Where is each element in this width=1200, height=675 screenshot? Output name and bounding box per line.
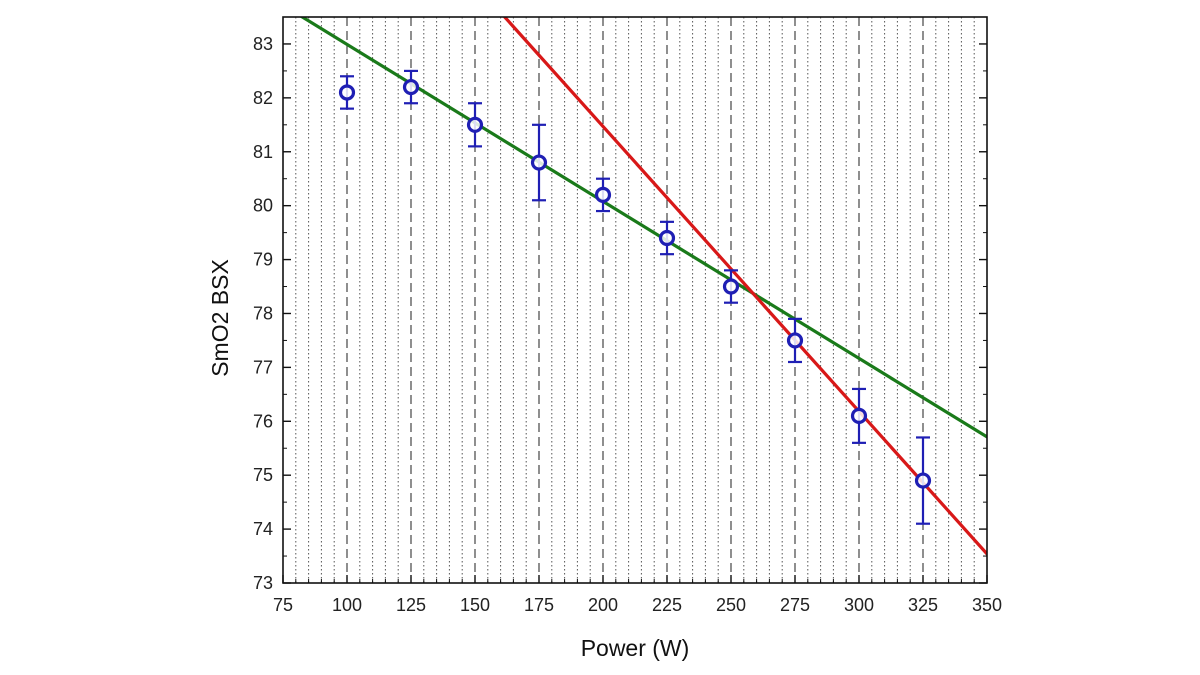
y-tick-labels: 73 74 75 76 77 78 79 80 81 82 83 <box>253 34 273 593</box>
y-tick-label: 83 <box>253 34 273 54</box>
data-point <box>530 154 548 171</box>
data-point <box>466 116 484 133</box>
x-tick-label: 125 <box>396 595 426 615</box>
series-layer <box>299 17 987 556</box>
y-tick-label: 75 <box>253 465 273 485</box>
x-tick-label: 300 <box>844 595 874 615</box>
grid <box>295 17 975 583</box>
data-point <box>402 78 420 96</box>
data-point <box>338 84 356 101</box>
x-tick-label: 75 <box>273 595 293 615</box>
x-tick-label: 225 <box>652 595 682 615</box>
y-tick-label: 81 <box>253 142 273 162</box>
fit-1-line <box>299 17 987 439</box>
x-tick-label: 250 <box>716 595 746 615</box>
x-tick-label: 150 <box>460 595 490 615</box>
y-tick-label: 80 <box>253 196 273 216</box>
data-point <box>914 472 932 489</box>
data-point <box>786 332 804 349</box>
x-tick-label: 325 <box>908 595 938 615</box>
x-tick-labels: 75 100 125 150 175 200 225 250 275 300 325 350 <box>273 595 1002 615</box>
fit-2-line <box>503 17 987 556</box>
x-tick-label: 350 <box>972 595 1002 615</box>
y-tick-label: 76 <box>253 411 273 431</box>
data-point <box>658 229 676 247</box>
x-tick-label: 100 <box>332 595 362 615</box>
y-tick-label: 77 <box>253 357 273 377</box>
y-axis-title: SmO2 BSX <box>207 259 233 377</box>
x-tick-label: 275 <box>780 595 810 615</box>
ticks <box>282 43 988 584</box>
x-axis-title: Power (W) <box>581 635 690 661</box>
data-point <box>850 407 868 424</box>
data-point <box>594 186 612 203</box>
plot-frame <box>282 16 988 584</box>
y-tick-label: 78 <box>253 303 273 323</box>
data-point <box>722 278 740 295</box>
x-tick-label: 200 <box>588 595 618 615</box>
y-tick-label: 74 <box>253 519 273 539</box>
y-tick-label: 79 <box>253 250 273 270</box>
y-tick-label: 73 <box>253 573 273 593</box>
x-tick-label: 175 <box>524 595 554 615</box>
y-tick-label: 82 <box>253 88 273 108</box>
